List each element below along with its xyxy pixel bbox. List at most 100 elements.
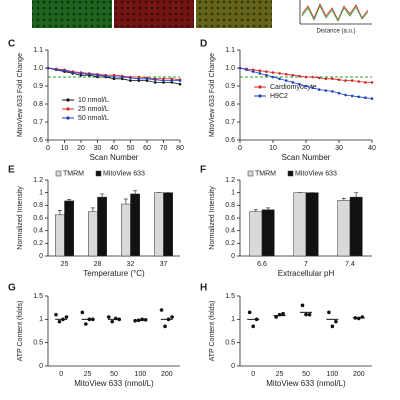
point — [350, 79, 354, 82]
bar — [337, 200, 351, 257]
panel-letter: E — [8, 165, 15, 176]
point — [300, 303, 305, 308]
x-tick-label: 100 — [135, 371, 147, 378]
y-tick-label: 0 — [231, 253, 235, 260]
x-tick-label: 20 — [302, 145, 310, 152]
bar — [293, 192, 307, 257]
point — [159, 308, 164, 312]
y-tick-label: 1.5 — [33, 293, 43, 300]
x-tick-label: 0 — [59, 371, 63, 378]
y-tick-label: 0.6 — [33, 137, 43, 144]
point — [334, 319, 338, 324]
point — [64, 315, 69, 319]
point — [71, 71, 75, 74]
point — [170, 79, 174, 82]
x-tick-label: 50 — [127, 145, 135, 152]
point — [112, 75, 116, 79]
x-tick-label: 0 — [46, 145, 50, 152]
point — [137, 79, 141, 82]
y-tick-label: 1 — [39, 316, 43, 323]
legend-label: 25 nmol/L — [78, 106, 109, 113]
bar — [249, 211, 263, 257]
x-tick-label: 10 — [61, 145, 69, 152]
point — [153, 78, 157, 81]
point — [265, 70, 268, 73]
x-tick-label: 30 — [335, 145, 343, 152]
y-tick-label: 0.4 — [225, 228, 235, 235]
point — [178, 79, 182, 82]
error-bar — [341, 198, 346, 201]
point — [344, 93, 347, 97]
point — [162, 79, 165, 82]
point — [96, 75, 99, 79]
bar — [121, 203, 131, 257]
image-texture — [196, 0, 272, 28]
point — [327, 310, 331, 315]
bar — [305, 192, 319, 257]
point — [162, 81, 165, 84]
point — [265, 73, 268, 77]
point — [370, 97, 374, 100]
point — [110, 319, 115, 324]
point — [247, 310, 252, 315]
y-tick-label: 1.2 — [225, 177, 235, 184]
point — [170, 81, 174, 84]
error-bar — [354, 192, 359, 198]
x-tick-label: 7.4 — [345, 261, 355, 268]
point — [178, 82, 182, 86]
x-tick-label: 7 — [304, 261, 308, 268]
legend-label: 50 nmol/L — [78, 115, 109, 122]
point — [331, 90, 334, 93]
point — [317, 88, 321, 91]
point — [87, 73, 91, 76]
y-axis-label: MitoView 633 Fold Change — [17, 53, 24, 137]
error-bar — [57, 210, 62, 215]
legend-marker — [66, 116, 70, 120]
legend-swatch — [287, 170, 294, 177]
x-axis-label: Extracellular pH — [278, 269, 335, 278]
point — [129, 79, 132, 82]
profile-x-label: Distance (a.u.) — [316, 29, 355, 35]
x-tick-label: 10 — [269, 145, 277, 152]
y-tick-label: 0.9 — [33, 83, 43, 90]
y-tick-label: 0.4 — [33, 228, 43, 235]
legend-marker — [258, 94, 262, 98]
image-texture — [114, 0, 194, 28]
y-tick-label: 0.9 — [225, 83, 235, 90]
y-tick-label: 0.8 — [225, 101, 235, 108]
point — [245, 68, 248, 72]
point — [145, 77, 149, 81]
x-tick-label: 200 — [353, 371, 365, 378]
point — [337, 91, 341, 95]
x-axis-label: MitoView 633 (nmol/L) — [74, 379, 154, 388]
y-axis-label: ATP Content (folds) — [209, 301, 216, 362]
point — [331, 77, 334, 81]
bar — [64, 200, 74, 257]
x-axis-label: Scan Number — [90, 153, 139, 162]
y-tick-label: 0.6 — [225, 137, 235, 144]
x-tick-label: 32 — [127, 261, 135, 268]
x-tick-label: 0 — [251, 371, 255, 378]
bar — [154, 192, 164, 257]
point — [337, 78, 341, 81]
point — [129, 76, 132, 80]
point — [291, 81, 295, 84]
error-bar — [67, 199, 72, 201]
point — [104, 74, 108, 78]
panel-letter: C — [8, 39, 15, 50]
point — [251, 70, 255, 73]
point — [284, 73, 288, 76]
profile-line — [301, 3, 369, 21]
point — [251, 324, 255, 329]
y-tick-label: 0.8 — [225, 202, 235, 209]
bar — [88, 211, 98, 257]
x-tick-label: 30 — [94, 145, 102, 152]
bar — [97, 196, 107, 257]
x-tick-label: 20 — [77, 145, 85, 152]
legend-label: TMRM — [255, 170, 276, 177]
point — [54, 312, 58, 317]
point — [291, 73, 295, 77]
x-tick-label: 50 — [110, 371, 118, 378]
x-tick-label: 25 — [276, 371, 284, 378]
